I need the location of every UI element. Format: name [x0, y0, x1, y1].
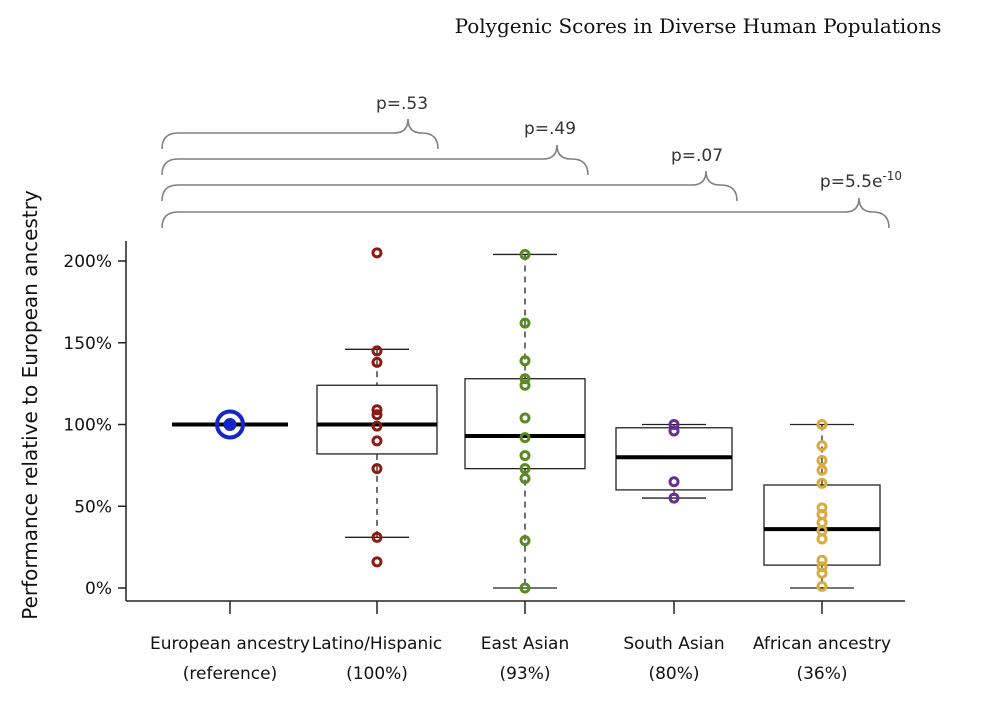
data-point — [371, 409, 383, 421]
data-point — [371, 356, 383, 368]
comparison-bracket — [161, 144, 589, 176]
category-sublabel: (36%) — [796, 664, 847, 684]
data-point — [371, 531, 383, 543]
data-point — [519, 355, 531, 367]
data-point — [519, 317, 531, 329]
data-point — [519, 463, 531, 475]
y-tick-label: 200% — [63, 252, 112, 272]
data-point — [816, 440, 828, 452]
category-sublabel: (80%) — [648, 664, 699, 684]
data-point — [519, 582, 531, 594]
data-point — [816, 477, 828, 489]
p-value-label: p=.49 — [524, 119, 576, 139]
data-point — [668, 425, 680, 437]
axes: 0% 50% 100% 150% 200% — [63, 241, 905, 614]
data-point — [668, 492, 680, 504]
category-label: East Asian — [481, 634, 570, 654]
category-label: African ancestry — [753, 634, 891, 654]
data-point — [519, 412, 531, 424]
p-value-label: p=5.5e-10 — [820, 169, 902, 192]
significance-brackets: p=.53 p=.49 p=.07 p=5.5e-10 — [161, 94, 902, 229]
category-sublabel: (100%) — [346, 664, 408, 684]
chart-title: Polygenic Scores in Diverse Human Popula… — [455, 14, 942, 38]
reference-point — [223, 418, 237, 431]
data-point — [371, 435, 383, 447]
y-tick-label: 50% — [74, 497, 112, 517]
category-sublabel: (93%) — [499, 664, 550, 684]
data-point — [371, 247, 383, 259]
data-point — [371, 420, 383, 432]
y-tick-label: 150% — [63, 334, 112, 354]
data-point — [371, 345, 383, 357]
comparison-bracket — [161, 118, 439, 150]
y-tick-label: 0% — [85, 579, 112, 599]
data-point — [371, 404, 383, 416]
data-point — [519, 432, 531, 444]
data-point — [816, 464, 828, 476]
data-points — [215, 247, 828, 594]
category-sublabel: (reference) — [183, 664, 277, 684]
p-value-label: p=.53 — [376, 94, 428, 114]
data-point — [816, 454, 828, 466]
data-point — [519, 450, 531, 462]
category-label: European ancestry — [150, 634, 310, 654]
iqr-box — [316, 384, 438, 455]
reference-point-ring — [215, 409, 245, 440]
data-point — [816, 580, 828, 592]
iqr-box — [763, 484, 881, 566]
data-point — [816, 567, 828, 579]
data-point — [668, 476, 680, 488]
y-tick-label: 100% — [63, 416, 112, 436]
data-point — [371, 556, 383, 568]
data-point — [519, 248, 531, 260]
y-axis-label: Performance relative to European ancestr… — [18, 190, 42, 620]
p-value-label: p=.07 — [671, 146, 723, 166]
p-value-exponent: -10 — [882, 169, 902, 183]
category-label: Latino/Hispanic — [312, 634, 443, 654]
iqr-box — [464, 378, 586, 470]
comparison-bracket — [161, 170, 738, 202]
category-labels: European ancestry (reference) Latino/Hispa… — [150, 634, 891, 684]
comparison-bracket — [161, 197, 890, 229]
data-point — [519, 379, 531, 391]
data-point — [371, 463, 383, 475]
category-label: South Asian — [623, 634, 724, 654]
box-group — [316, 348, 438, 538]
data-point — [519, 535, 531, 547]
data-point — [519, 472, 531, 484]
data-point — [816, 419, 828, 430]
data-point — [816, 533, 828, 545]
